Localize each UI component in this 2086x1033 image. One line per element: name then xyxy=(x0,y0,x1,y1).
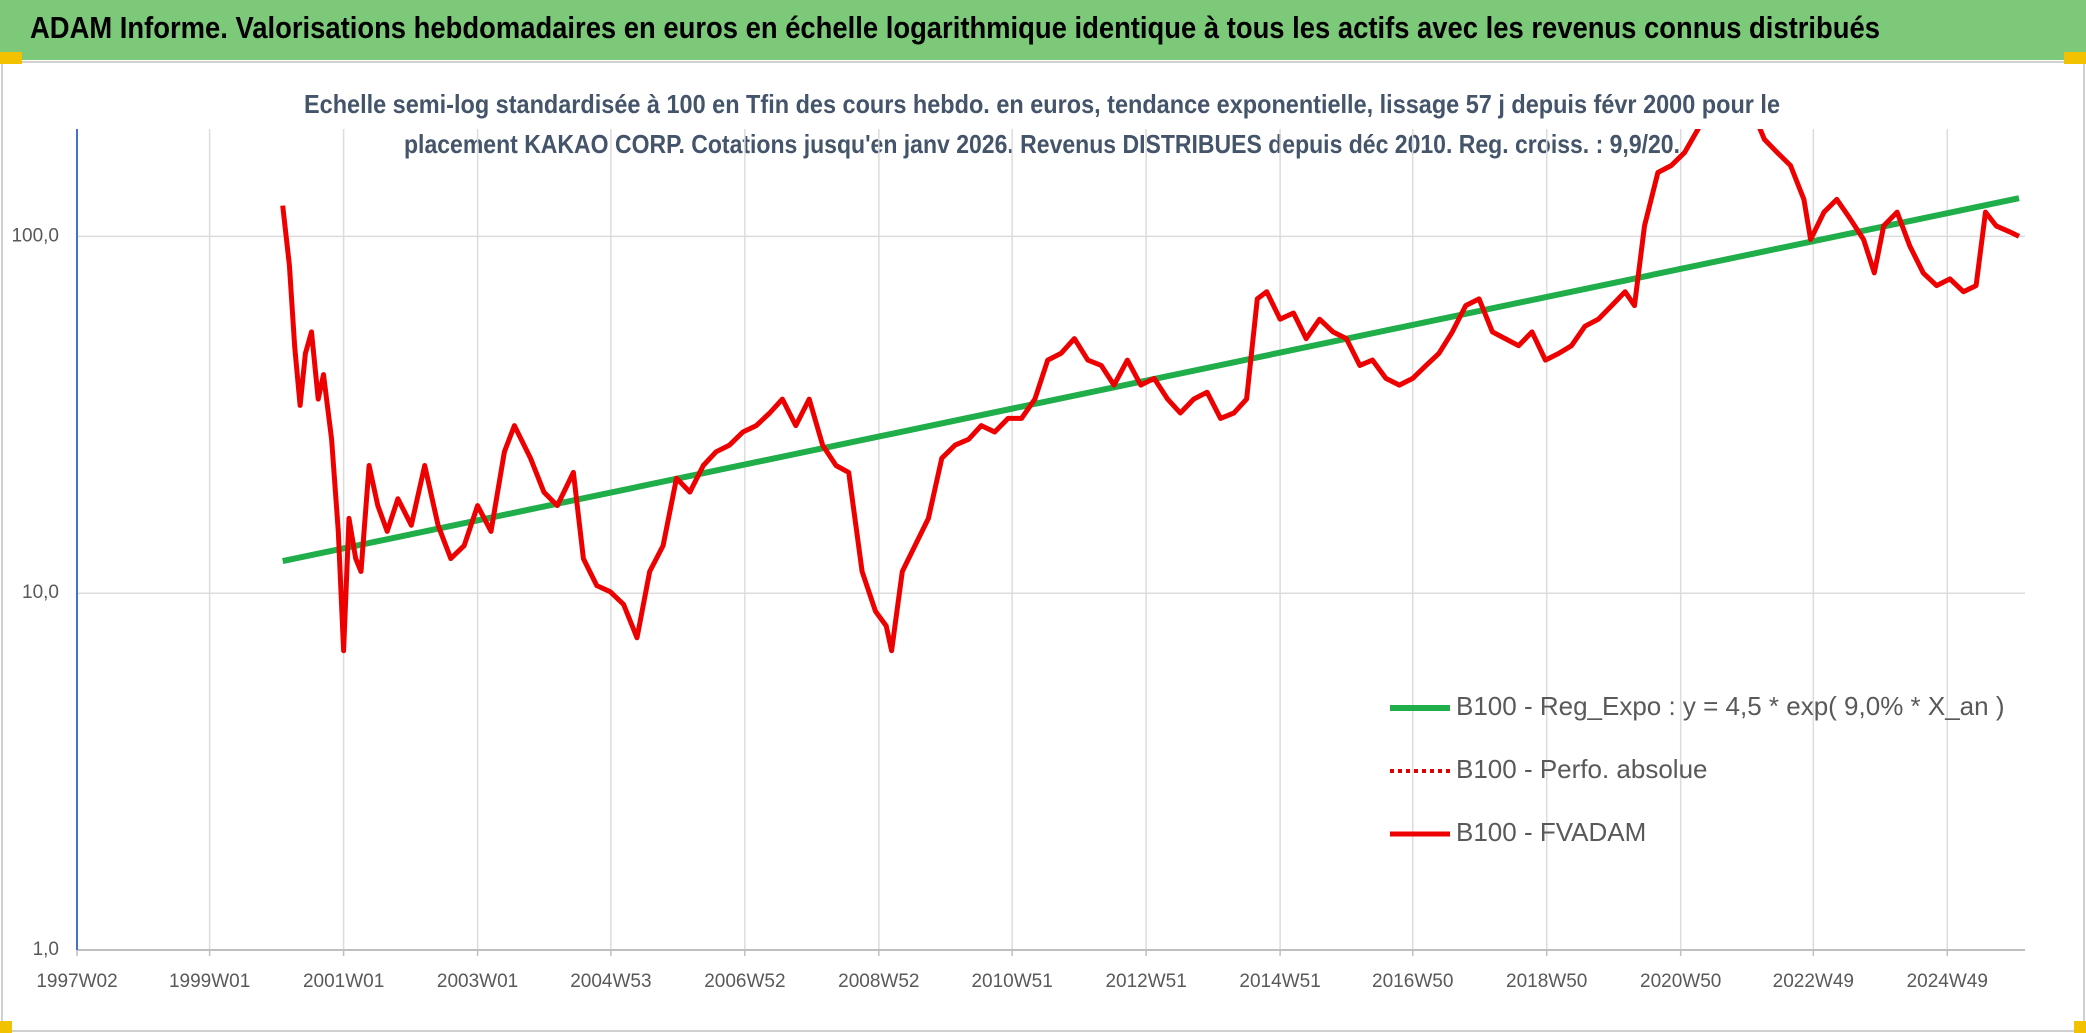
frame xyxy=(1,61,2085,1032)
x-tick-label: 2024W49 xyxy=(1907,971,1988,992)
x-tick-label: 2020W50 xyxy=(1640,971,1721,992)
corner xyxy=(2074,1021,2086,1033)
y-tick-label: 10,0 xyxy=(22,582,59,603)
x-tick-label: 2018W50 xyxy=(1506,971,1587,992)
y-tick-label: 1,0 xyxy=(33,939,59,960)
corner xyxy=(0,52,22,64)
x-tick-label: 2006W52 xyxy=(704,971,785,992)
x-tick-label: 2016W50 xyxy=(1372,971,1453,992)
x-tick-label: 2003W01 xyxy=(437,971,518,992)
corner xyxy=(0,1021,12,1033)
x-tick-label: 2022W49 xyxy=(1773,971,1854,992)
x-tick-label: 1999W01 xyxy=(169,971,250,992)
chart-title: ADAM Informe. Valorisations hebdomadaire… xyxy=(30,10,1880,45)
line-series xyxy=(280,129,2021,654)
corner xyxy=(2064,52,2086,64)
legend-label: B100 - Reg_Expo : y = 4,5 * exp( 9,0% * … xyxy=(1456,691,2005,721)
x-tick-label: 2001W01 xyxy=(303,971,384,992)
subtitle: placement KAKAO CORP. Cotations jusqu'en… xyxy=(404,129,1680,159)
title-bar xyxy=(0,0,2086,60)
legend-label: B100 - FVADAM xyxy=(1456,817,1646,847)
y-tick-label: 100,0 xyxy=(11,225,59,246)
x-tick-label: 2014W51 xyxy=(1239,971,1320,992)
subtitle: Echelle semi-log standardisée à 100 en T… xyxy=(304,89,1780,119)
x-tick-label: 2008W52 xyxy=(838,971,919,992)
axes: 1997W02 1999W01 2001W01 2003W01 2004W53 2006W… xyxy=(11,129,2025,992)
x-tick-label: 2012W51 xyxy=(1105,971,1186,992)
x-tick-label: 2004W53 xyxy=(570,971,651,992)
x-tick-label: 2010W51 xyxy=(971,971,1052,992)
legend-label: B100 - Perfo. absolue xyxy=(1456,754,1708,784)
plot-area xyxy=(280,129,2021,654)
x-tick-label: 1997W02 xyxy=(36,971,117,992)
